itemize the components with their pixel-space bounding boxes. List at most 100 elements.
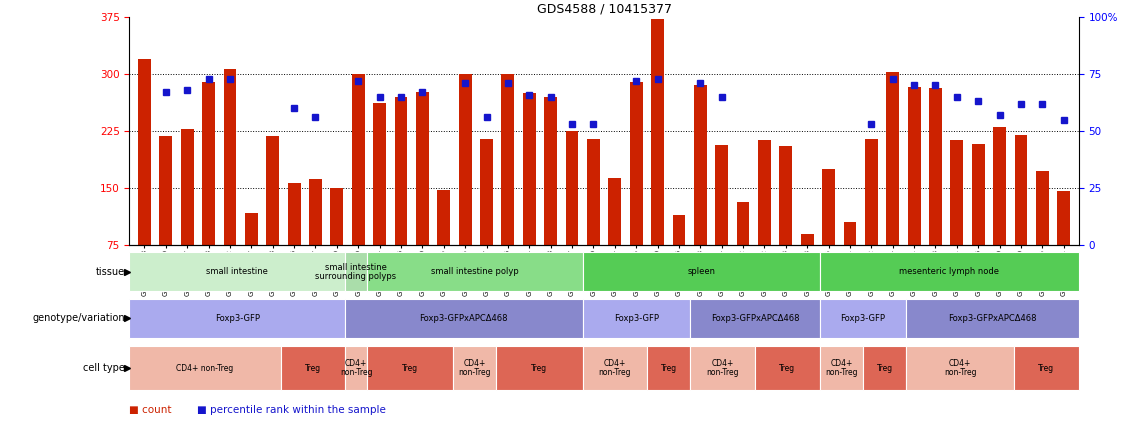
Bar [820, 252, 1079, 291]
Text: Foxp3-GFP: Foxp3-GFP [614, 314, 659, 323]
Bar [437, 190, 450, 245]
Bar [906, 299, 1079, 338]
Text: Foxp3-GFPxAPCΔ468: Foxp3-GFPxAPCΔ468 [420, 314, 508, 323]
Text: Treg: Treg [779, 363, 796, 373]
Bar [582, 299, 690, 338]
Bar [608, 179, 622, 245]
Bar [758, 140, 771, 245]
Bar [651, 19, 664, 245]
Text: Treg: Treg [876, 363, 893, 373]
Bar [522, 93, 536, 245]
Text: Treg: Treg [1038, 363, 1054, 373]
Bar [822, 169, 835, 245]
Bar [288, 183, 301, 245]
Bar [779, 146, 793, 245]
Bar [690, 299, 820, 338]
Text: small intestine polyp: small intestine polyp [431, 267, 519, 276]
Bar [820, 299, 906, 338]
Text: CD4+ non-Treg: CD4+ non-Treg [177, 363, 233, 373]
Bar [346, 299, 582, 338]
Bar [138, 59, 151, 245]
Text: Foxp3-GFP: Foxp3-GFP [215, 314, 260, 323]
Text: ■ count: ■ count [129, 405, 172, 415]
Bar [863, 346, 906, 390]
Bar [224, 69, 236, 245]
Bar [346, 346, 367, 390]
Bar [865, 139, 878, 245]
Text: mesenteric lymph node: mesenteric lymph node [900, 267, 999, 276]
Bar [129, 346, 280, 390]
Bar [715, 145, 729, 245]
Text: Treg: Treg [305, 363, 321, 373]
Bar [501, 74, 515, 245]
Bar [694, 85, 707, 245]
Title: GDS4588 / 10415377: GDS4588 / 10415377 [537, 3, 671, 16]
Text: spleen: spleen [687, 267, 715, 276]
Text: CD4+
non-Treg: CD4+ non-Treg [825, 359, 858, 377]
Bar [972, 144, 984, 245]
Bar [565, 131, 579, 245]
Bar [672, 215, 686, 245]
Text: small intestine
surrounding polyps: small intestine surrounding polyps [315, 263, 396, 281]
Bar [129, 252, 346, 291]
Bar [690, 346, 756, 390]
Bar [203, 82, 215, 245]
Bar [415, 91, 429, 245]
Bar [367, 252, 582, 291]
Text: Foxp3-GFP: Foxp3-GFP [840, 314, 885, 323]
Text: CD4+
non-Treg: CD4+ non-Treg [599, 359, 632, 377]
Text: Treg: Treg [531, 363, 547, 373]
Bar [309, 179, 322, 245]
Bar [267, 137, 279, 245]
Bar [801, 234, 814, 245]
Bar [351, 74, 365, 245]
Bar [906, 346, 1015, 390]
Bar [280, 346, 346, 390]
Bar [458, 74, 472, 245]
Bar [629, 82, 643, 245]
Text: small intestine: small intestine [206, 267, 268, 276]
Bar [544, 97, 557, 245]
Bar [1057, 190, 1070, 245]
Text: tissue: tissue [96, 267, 125, 277]
Text: CD4+
non-Treg: CD4+ non-Treg [458, 359, 491, 377]
Bar [181, 129, 194, 245]
Bar [908, 87, 920, 245]
Bar [1036, 171, 1048, 245]
Bar [129, 299, 346, 338]
Bar [480, 139, 493, 245]
Bar [453, 346, 497, 390]
Bar [330, 188, 343, 245]
Bar [993, 127, 1006, 245]
Text: CD4+
non-Treg: CD4+ non-Treg [340, 359, 373, 377]
Bar [736, 202, 750, 245]
Bar [950, 140, 963, 245]
Bar [1015, 135, 1027, 245]
Text: Foxp3-GFPxAPCΔ468: Foxp3-GFPxAPCΔ468 [948, 314, 1037, 323]
Bar [582, 346, 647, 390]
Text: Treg: Treg [402, 363, 418, 373]
Text: CD4+
non-Treg: CD4+ non-Treg [944, 359, 976, 377]
Bar [245, 213, 258, 245]
Bar [373, 103, 386, 245]
Bar [587, 139, 600, 245]
Bar [820, 346, 863, 390]
Bar [843, 222, 857, 245]
Bar [582, 252, 820, 291]
Bar [346, 252, 367, 291]
Bar [367, 346, 453, 390]
Bar [647, 346, 690, 390]
Text: Foxp3-GFPxAPCΔ468: Foxp3-GFPxAPCΔ468 [711, 314, 799, 323]
Text: Treg: Treg [661, 363, 677, 373]
Bar [497, 346, 582, 390]
Bar [886, 72, 900, 245]
Text: genotype/variation: genotype/variation [33, 313, 125, 323]
Text: cell type: cell type [83, 363, 125, 373]
Bar [929, 88, 941, 245]
Text: ■ percentile rank within the sample: ■ percentile rank within the sample [197, 405, 386, 415]
Bar [1015, 346, 1079, 390]
Bar [394, 97, 408, 245]
Bar [756, 346, 820, 390]
Bar [160, 137, 172, 245]
Text: CD4+
non-Treg: CD4+ non-Treg [706, 359, 739, 377]
